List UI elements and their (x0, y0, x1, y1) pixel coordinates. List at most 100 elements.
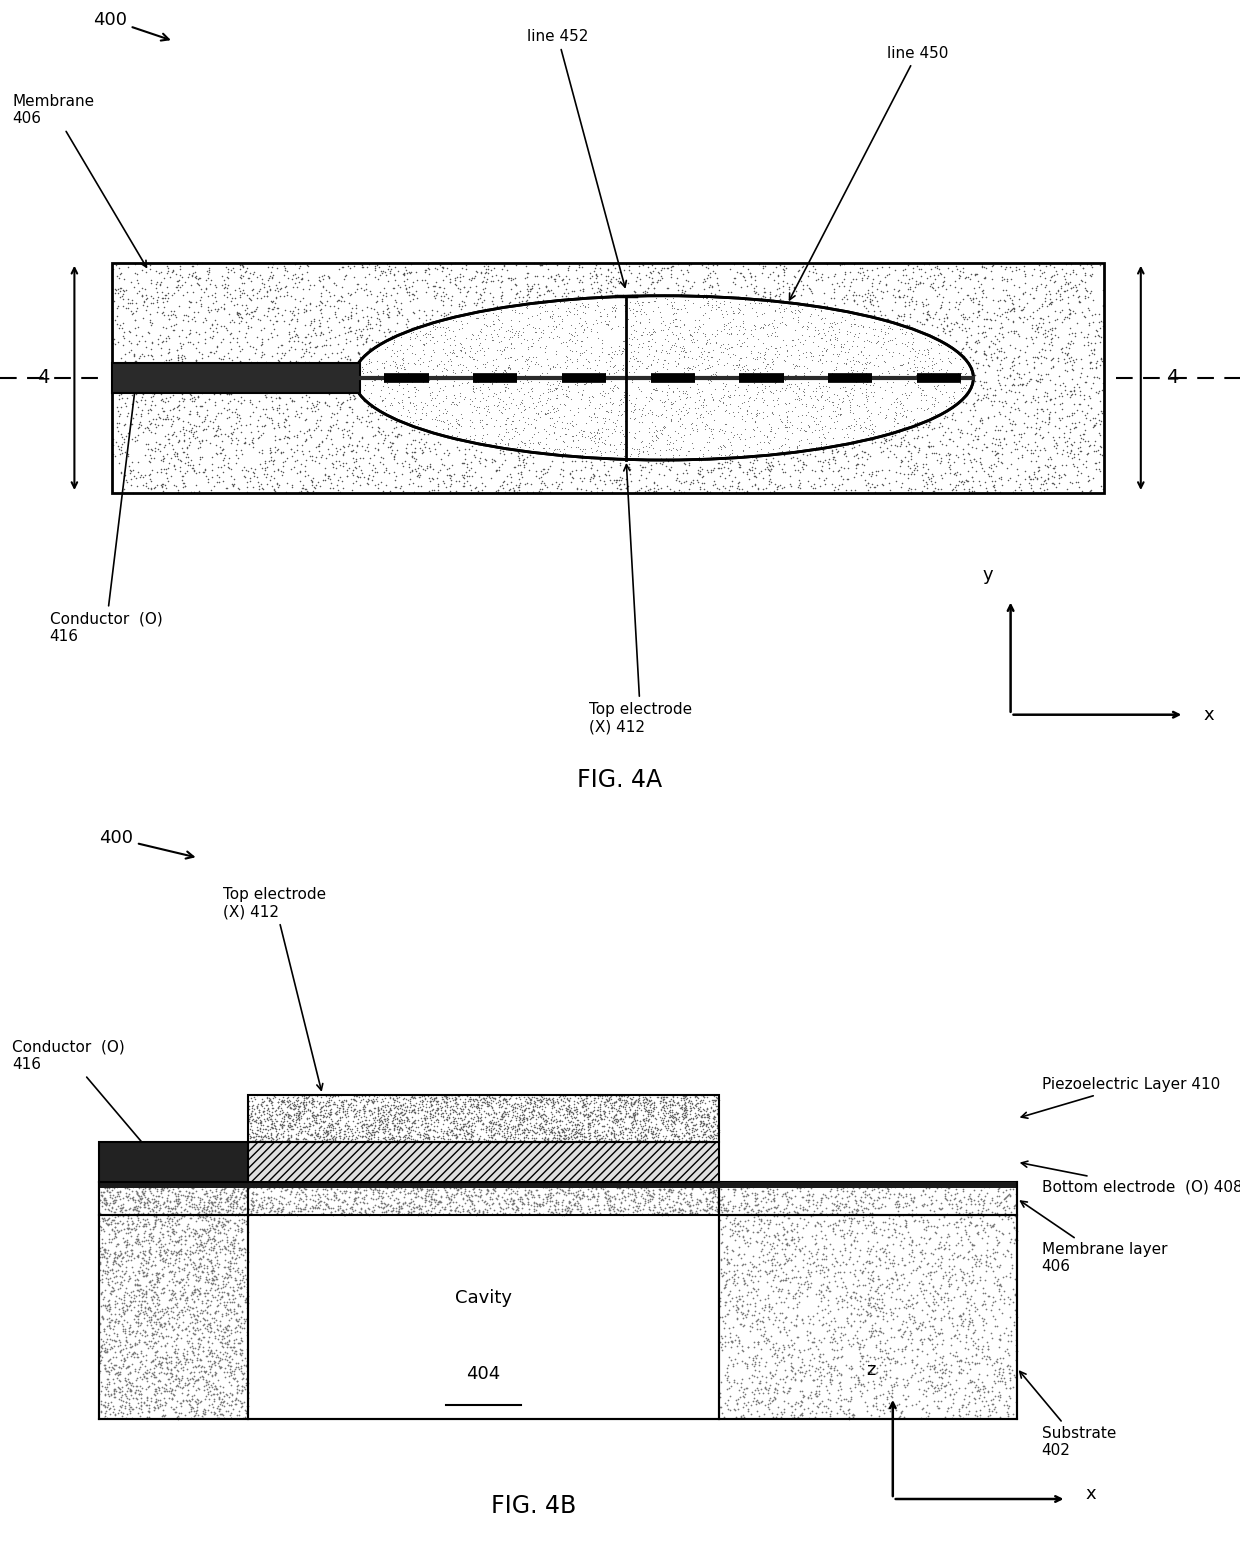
Point (971, 473, 991, 498)
Point (290, 1090, 310, 1114)
Point (603, 324, 622, 349)
Point (502, 417, 522, 442)
Point (702, 1170, 722, 1195)
Point (816, 432, 836, 457)
Point (144, 1333, 164, 1358)
Point (337, 418, 357, 443)
Point (637, 381, 657, 406)
Point (657, 1192, 677, 1217)
Point (517, 403, 537, 428)
Point (990, 400, 1009, 425)
Point (387, 1200, 407, 1224)
Point (193, 459, 213, 484)
Point (446, 1087, 466, 1111)
Point (476, 394, 496, 418)
Point (212, 1347, 232, 1372)
Point (770, 1319, 790, 1344)
Point (1091, 436, 1111, 460)
Point (410, 318, 430, 343)
Point (374, 1125, 394, 1150)
Point (193, 1181, 213, 1206)
Point (532, 381, 552, 406)
Point (224, 1175, 244, 1200)
Point (807, 1373, 827, 1398)
Point (299, 1088, 319, 1113)
Point (754, 422, 774, 446)
Point (719, 336, 739, 361)
Point (356, 1094, 376, 1119)
Point (584, 1184, 604, 1209)
Point (427, 383, 446, 408)
Point (909, 437, 929, 462)
Point (455, 1091, 475, 1116)
Point (1006, 1226, 1025, 1251)
Point (696, 1113, 715, 1138)
Point (791, 1389, 811, 1414)
Point (392, 1201, 412, 1226)
Point (427, 281, 446, 305)
Point (670, 381, 689, 406)
Point (1052, 442, 1071, 467)
Point (831, 1338, 851, 1362)
Point (1008, 346, 1028, 370)
Point (184, 1195, 203, 1220)
Point (835, 1221, 854, 1246)
Point (718, 1302, 738, 1327)
Point (368, 1194, 388, 1218)
Point (310, 1114, 330, 1139)
Point (446, 1125, 466, 1150)
Point (140, 1221, 160, 1246)
Point (851, 260, 870, 285)
Point (140, 1269, 160, 1294)
Point (812, 397, 832, 422)
Point (490, 1083, 510, 1108)
Point (753, 386, 773, 411)
Point (639, 276, 658, 301)
Point (802, 412, 822, 437)
Point (422, 1197, 441, 1221)
Point (531, 353, 551, 378)
Point (202, 1238, 222, 1263)
Point (206, 1300, 226, 1325)
Point (916, 406, 936, 431)
Point (507, 436, 527, 460)
Point (870, 1364, 890, 1389)
Point (650, 388, 670, 412)
Point (604, 1093, 624, 1118)
Point (219, 1251, 239, 1276)
Point (102, 1300, 122, 1325)
Point (167, 477, 187, 502)
Point (330, 1194, 350, 1218)
Point (288, 1094, 308, 1119)
Point (113, 1296, 133, 1321)
Point (620, 406, 640, 431)
Point (609, 1099, 629, 1124)
Point (154, 1314, 174, 1339)
Point (862, 1186, 882, 1211)
Point (687, 356, 707, 381)
Point (639, 336, 658, 361)
Point (753, 1310, 773, 1335)
Point (1006, 1302, 1025, 1327)
Point (680, 1121, 699, 1145)
Point (288, 1099, 308, 1124)
Point (159, 1260, 179, 1285)
Point (599, 1127, 619, 1152)
Point (640, 389, 660, 414)
Point (578, 1085, 598, 1110)
Point (791, 284, 811, 308)
Point (714, 291, 734, 316)
Point (727, 1297, 746, 1322)
Point (1004, 321, 1024, 346)
Point (962, 1369, 982, 1393)
Point (1004, 1313, 1024, 1338)
Point (779, 1335, 799, 1359)
Point (732, 1375, 751, 1400)
Point (280, 367, 300, 392)
Point (895, 374, 915, 398)
Point (520, 395, 539, 420)
Point (510, 1127, 529, 1152)
Point (828, 1195, 848, 1220)
Point (309, 265, 329, 290)
Point (414, 349, 434, 374)
